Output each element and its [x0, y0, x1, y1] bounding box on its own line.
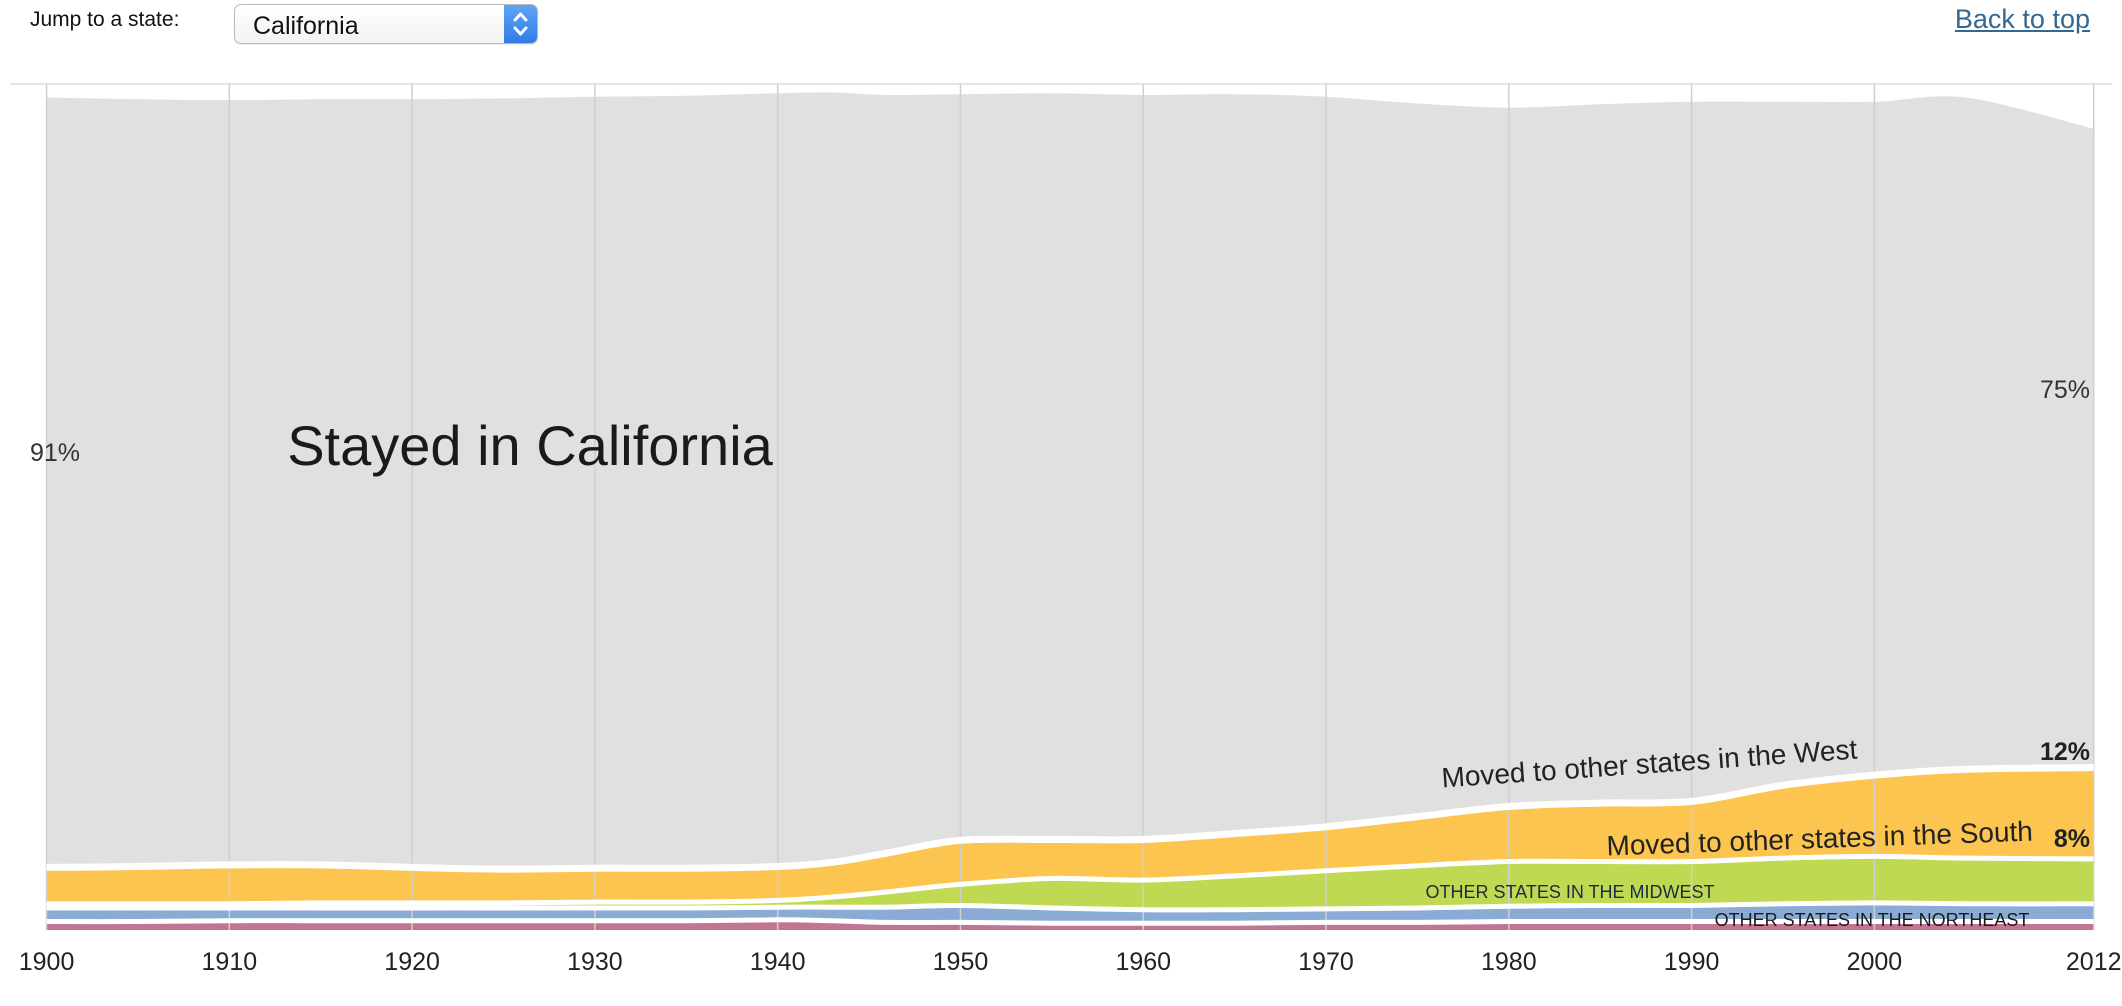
back-to-top-link[interactable]: Back to top — [1954, 4, 2090, 34]
band-separator — [46, 900, 2094, 913]
select-stepper-icon[interactable] — [504, 5, 537, 43]
x-tick-label-1940: 1940 — [750, 948, 806, 976]
x-tick-label-1920: 1920 — [384, 948, 440, 976]
label-stayed: Stayed in California — [287, 414, 773, 477]
x-tick-label-2000: 2000 — [1847, 948, 1903, 976]
x-tick-label-2012: 2012 — [2066, 948, 2122, 976]
top-bar: Jump to a state: California Back to top — [0, 0, 2122, 80]
area-stayed-in-california — [46, 92, 2094, 870]
area-moved-to-other-states-in-the-south — [46, 856, 2094, 910]
annotation-start-stayed: 91% — [30, 439, 80, 467]
annotation-end-south: 8% — [2054, 825, 2090, 853]
x-tick-label-1960: 1960 — [1115, 948, 1171, 976]
migration-streamgraph: 1900 1910 1920 1930 1940 1950 1960 1970 1980 1990… — [10, 83, 2122, 976]
x-tick-label-1930: 1930 — [567, 948, 623, 976]
x-tick-label-1980: 1980 — [1481, 948, 1537, 976]
jump-to-state-label: Jump to a state: — [30, 8, 180, 31]
x-tick-label-1990: 1990 — [1664, 948, 1720, 976]
x-tick-label-1900: 1900 — [19, 948, 75, 976]
x-tick-label-1950: 1950 — [933, 948, 989, 976]
band-separator — [46, 853, 2094, 907]
annotation-end-west: 12% — [2040, 738, 2090, 766]
label-midwest: OTHER STATES IN THE MIDWEST — [1425, 882, 1714, 902]
x-tick-label-1970: 1970 — [1298, 948, 1354, 976]
state-select[interactable]: California — [234, 4, 538, 44]
label-northeast: OTHER STATES IN THE NORTHEAST — [1715, 910, 2030, 930]
state-select-value: California — [253, 12, 359, 40]
band-separator — [46, 764, 2094, 873]
annotation-end-stayed: 75% — [2040, 376, 2090, 404]
x-tick-label-1910: 1910 — [202, 948, 258, 976]
band-separator — [46, 917, 2094, 926]
